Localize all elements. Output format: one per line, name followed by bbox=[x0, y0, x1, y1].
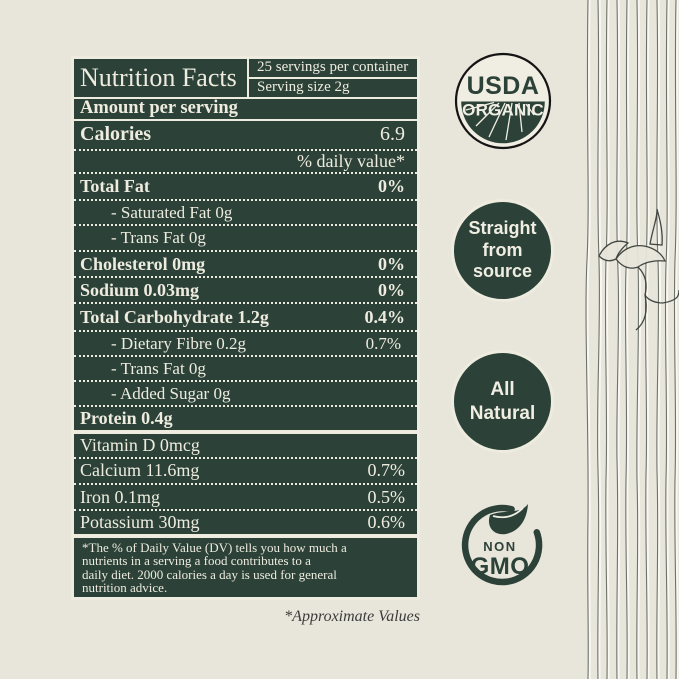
svg-text:NON: NON bbox=[483, 539, 516, 554]
svg-text:USDA: USDA bbox=[467, 72, 540, 100]
svg-text:GMO: GMO bbox=[471, 553, 530, 580]
svg-text:ORGANIC: ORGANIC bbox=[462, 101, 544, 120]
